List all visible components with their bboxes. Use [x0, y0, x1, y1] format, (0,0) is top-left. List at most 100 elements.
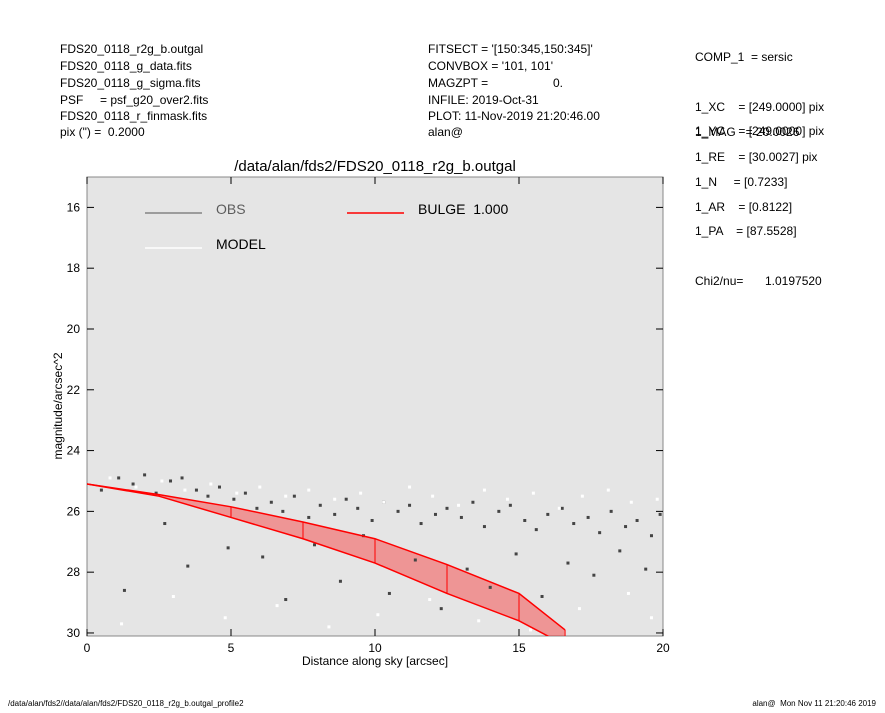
data-point — [160, 479, 164, 483]
x-tick-label: 20 — [656, 641, 670, 655]
header-line: PLOT: 11-Nov-2019 21:20:46.00 — [428, 109, 600, 123]
x-tick-label: 10 — [368, 641, 382, 655]
header-line: MAGZPT = — [428, 76, 488, 90]
data-point — [217, 485, 221, 489]
data-point — [477, 619, 481, 623]
header-line: FDS20_0118_r2g_b.outgal — [60, 42, 203, 56]
y-tick-label: 22 — [67, 383, 81, 397]
plot-marks — [87, 473, 662, 636]
data-point — [223, 616, 227, 620]
data-point — [577, 607, 581, 611]
y-tick-label: 18 — [67, 261, 81, 275]
x-axis-label: Distance along sky [arcsec] — [302, 654, 448, 668]
data-point — [209, 482, 213, 486]
param-line: 1_YC = [249.0000] pix — [695, 124, 824, 138]
data-point — [359, 491, 363, 495]
data-point — [649, 534, 653, 538]
chi2-value: 1.0197520 — [765, 274, 822, 288]
data-point — [313, 543, 317, 547]
chart-title: /data/alan/fds2/FDS20_0118_r2g_b.outgal — [234, 158, 516, 175]
data-point — [546, 512, 550, 516]
data-point — [439, 607, 443, 611]
header-line: CONVBOX = '101, 101' — [428, 59, 553, 73]
data-point — [531, 491, 535, 495]
data-point — [318, 503, 322, 507]
data-point — [649, 616, 653, 620]
data-point — [482, 525, 486, 529]
data-point — [529, 628, 533, 632]
data-point — [433, 512, 437, 516]
legend-label: OBS — [216, 201, 246, 217]
x-tick-label: 15 — [512, 641, 526, 655]
y-tick-label: 16 — [67, 200, 81, 214]
data-point — [186, 564, 190, 568]
footer-left: /data/alan/fds2//data/alan/fds2/FDS20_01… — [8, 699, 244, 708]
data-point — [534, 528, 538, 532]
data-point — [255, 506, 259, 510]
data-point — [370, 518, 374, 522]
data-point — [333, 512, 337, 516]
data-point — [408, 485, 412, 489]
y-tick-label: 26 — [67, 504, 81, 518]
param-line: 1_MAG = 20.0026 — [695, 125, 800, 139]
data-point — [327, 625, 331, 629]
param-line: 1_PA = [87.5528] — [695, 224, 797, 238]
data-point — [171, 594, 175, 598]
data-point — [333, 497, 337, 501]
data-point — [243, 491, 247, 495]
data-point — [606, 488, 610, 492]
header-line: FDS20_0118_g_data.fits — [60, 59, 192, 73]
data-point — [387, 591, 391, 595]
data-point — [580, 494, 584, 498]
data-point — [261, 555, 265, 559]
data-point — [419, 522, 423, 526]
data-point — [431, 494, 435, 498]
data-point — [540, 594, 544, 598]
param-line: 1_RE = [30.0027] pix — [695, 150, 817, 164]
axes: 0 5 10 15 20 16 18 20 22 24 26 28 30 OBS MODEL BULGE 1.… — [67, 177, 670, 655]
header-line: FITSECT = '[150:345,150:345]' — [428, 42, 593, 56]
data-point — [194, 488, 198, 492]
data-point — [644, 567, 648, 571]
plot-area — [86, 176, 664, 637]
data-point — [206, 494, 210, 498]
data-point — [307, 515, 311, 519]
data-point — [284, 494, 288, 498]
data-point — [376, 613, 380, 617]
data-point — [122, 588, 126, 592]
param-line: 1_N = [0.7233] — [695, 175, 787, 189]
data-point — [566, 561, 570, 565]
y-tick-label: 28 — [67, 565, 81, 579]
data-point — [624, 525, 628, 529]
data-point — [557, 506, 561, 510]
data-point — [169, 479, 173, 483]
data-point — [635, 518, 639, 522]
param-line: 1_AR = [0.8122] — [695, 200, 792, 214]
chi2-label: Chi2/nu= — [695, 274, 743, 288]
data-point — [626, 591, 630, 595]
y-tick-label: 30 — [67, 626, 81, 640]
data-point — [618, 549, 622, 553]
data-point — [356, 506, 360, 510]
header-right: COMP_1 = sersic 1_XC = [249.0000] pix 1_… — [695, 50, 824, 288]
header-middle: FITSECT = '[150:345,150:345]' CONVBOX = … — [428, 42, 600, 139]
data-point — [382, 500, 386, 504]
data-point — [396, 509, 400, 513]
y-tick-label: 20 — [67, 322, 81, 336]
header-line: alan@ — [428, 125, 463, 139]
data-point — [120, 622, 124, 626]
data-point — [560, 506, 564, 510]
data-point — [655, 497, 659, 501]
header-line: PSF = psf_g20_over2.fits — [60, 93, 208, 107]
data-point — [482, 488, 486, 492]
data-point — [307, 488, 311, 492]
data-point — [465, 567, 469, 571]
data-point — [508, 503, 512, 507]
header-line: INFILE: 2019-Oct-31 — [428, 93, 539, 107]
data-point — [99, 488, 103, 492]
data-point — [428, 598, 432, 602]
data-point — [163, 522, 167, 526]
data-point — [497, 509, 501, 513]
data-point — [572, 522, 576, 526]
